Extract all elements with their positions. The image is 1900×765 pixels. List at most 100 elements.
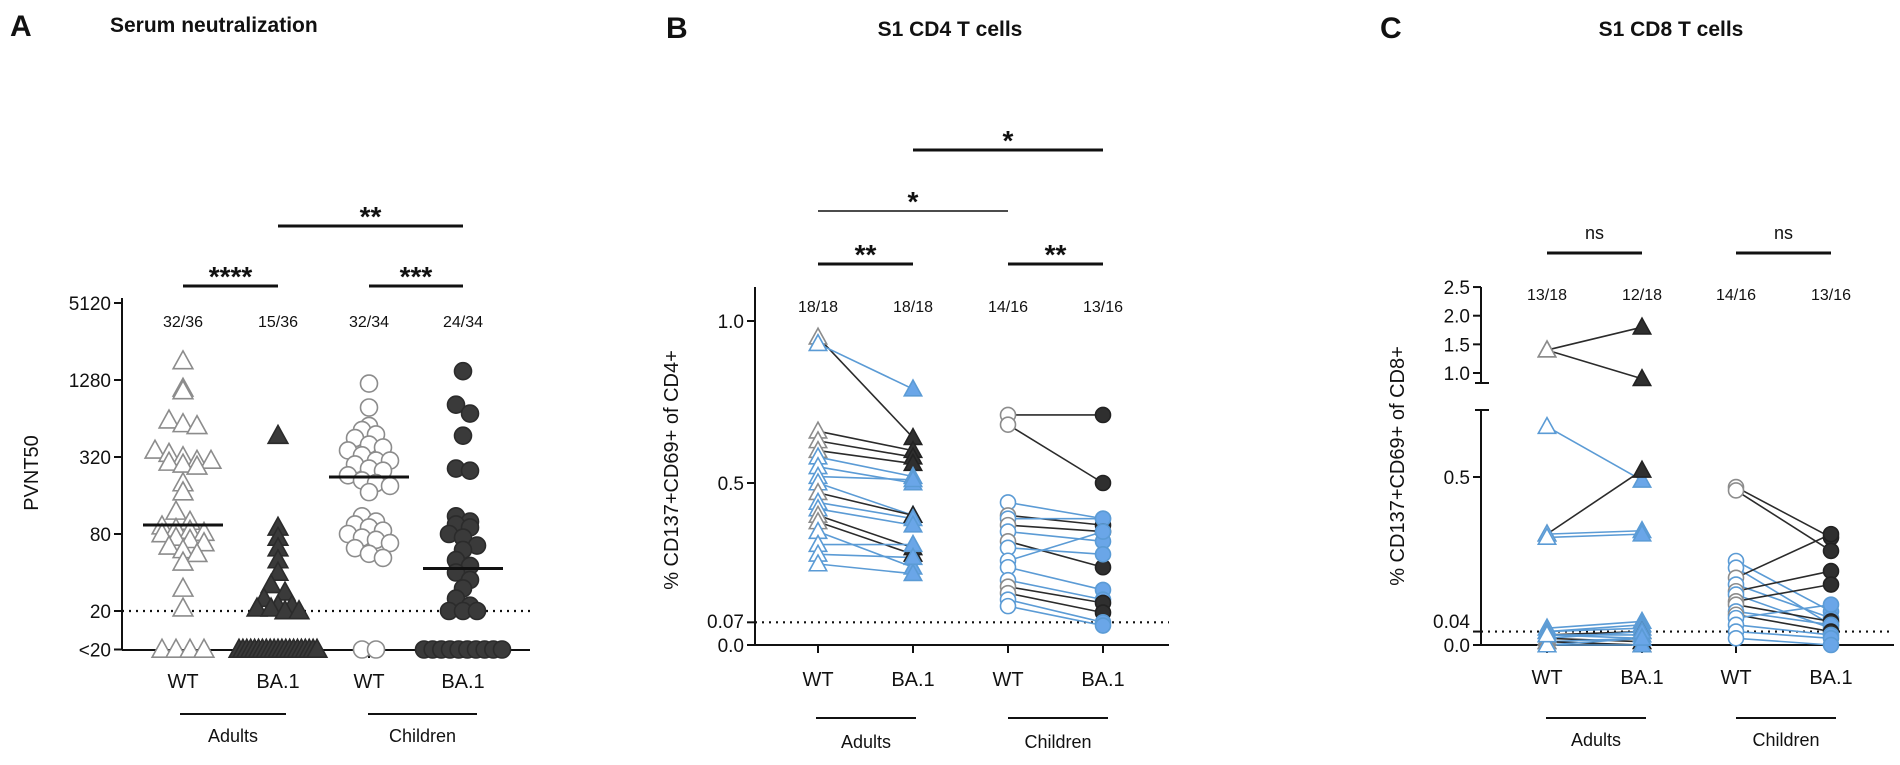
y-tick-label: 0.04 — [1433, 612, 1470, 633]
panel-c-chart: 0.0 0.04 0.5 1.0 1.5 2.0 2.5 WT 13/18 BA.1 12/18 WT… — [1433, 223, 1894, 750]
wt-data-point — [807, 553, 829, 572]
wt-data-point — [1727, 482, 1745, 499]
x-tick-label: BA.1 — [256, 671, 299, 693]
ba1-data-point — [1822, 636, 1840, 654]
wt-data-point — [999, 416, 1017, 433]
paired-connector-line — [1546, 533, 1643, 539]
ba1-data-point — [902, 514, 924, 533]
paired-connector-line — [1007, 579, 1104, 601]
panel-letter-c: C — [1380, 12, 1402, 45]
panel-c-title: S1 CD8 T cells — [1599, 18, 1744, 41]
panel-a-chart: <20 20 80 320 1280 5120 WT 32/36 BA.1 15/36 WT 32/3… — [69, 201, 530, 746]
ba1-data-point — [902, 563, 924, 582]
group-label-adults: Adults — [208, 726, 258, 746]
paired-connector-line — [1735, 613, 1832, 633]
significance-label: ns — [1774, 223, 1793, 243]
y-tick-label: 80 — [90, 525, 111, 546]
data-point — [266, 423, 290, 445]
paired-connector-line — [817, 514, 914, 549]
paired-connector-line — [1735, 624, 1832, 636]
y-tick-label: 20 — [90, 602, 111, 623]
paired-connector-line — [1007, 598, 1104, 624]
ba1-data-point — [1094, 474, 1112, 492]
paired-connector-line — [1735, 567, 1832, 626]
group-label-adults: Adults — [1571, 730, 1621, 750]
group-label-children: Children — [1752, 730, 1819, 750]
data-point — [157, 450, 181, 471]
responder-count-label: 18/18 — [893, 299, 933, 316]
panel-letter-b: B — [666, 12, 688, 45]
data-point — [171, 550, 195, 571]
x-tick-label: WT — [1720, 667, 1751, 689]
data-point — [171, 349, 195, 370]
paired-connector-line — [817, 508, 914, 526]
wt-data-point — [1536, 526, 1558, 546]
data-point — [366, 640, 386, 659]
ba1-data-point — [902, 378, 924, 397]
responder-count-label: 15/36 — [258, 314, 298, 331]
ba1-data-point — [1631, 523, 1653, 542]
data-point — [245, 596, 269, 617]
panel-c-y-axis-label: % CD137+CD69+ of CD8+ — [1387, 346, 1409, 586]
group-label-children: Children — [389, 726, 456, 746]
paired-connector-line — [1546, 630, 1643, 640]
data-point — [287, 599, 311, 620]
y-tick-label: 1.0 — [1444, 364, 1470, 385]
data-point — [453, 426, 473, 445]
data-point — [171, 379, 195, 400]
data-point — [164, 499, 188, 520]
data-point — [373, 548, 393, 568]
panel-a-y-axis-label: PVNT50 — [21, 435, 43, 511]
data-point — [460, 461, 480, 481]
data-point — [359, 482, 379, 502]
paired-connector-line — [817, 491, 914, 517]
data-point — [150, 522, 174, 543]
paired-connector-line — [817, 475, 914, 481]
paired-connector-line — [1735, 533, 1832, 579]
y-tick-label: 1280 — [69, 371, 111, 392]
panel-b-title: S1 CD4 T cells — [878, 18, 1023, 41]
responder-count-label: 24/34 — [443, 314, 483, 331]
panel-letter-a: A — [10, 10, 32, 43]
y-tick-label: 0.5 — [718, 474, 744, 495]
paired-connector-line — [817, 563, 914, 575]
data-point — [492, 640, 512, 659]
paired-connector-line — [1007, 605, 1104, 627]
paired-connector-line — [1007, 530, 1104, 562]
wt-data-point — [1727, 629, 1745, 647]
x-tick-label: BA.1 — [1620, 667, 1663, 689]
x-tick-label: WT — [802, 669, 833, 691]
significance-label: **** — [209, 261, 253, 292]
paired-connector-line — [1735, 603, 1832, 619]
paired-connector-line — [1735, 583, 1832, 619]
responder-count-label: 13/16 — [1083, 299, 1123, 316]
data-point — [380, 476, 400, 496]
paired-connector-line — [1546, 529, 1643, 535]
data-point — [164, 637, 188, 658]
paired-connector-line — [817, 553, 914, 559]
data-point — [266, 560, 290, 581]
paired-connector-line — [1007, 547, 1104, 556]
paired-connector-line — [817, 521, 914, 556]
ba1-data-point — [1822, 525, 1840, 543]
y-tick-label: 0.0 — [718, 636, 744, 657]
paired-connector-line — [1735, 560, 1832, 613]
paired-connector-line — [1546, 634, 1643, 640]
data-point — [143, 438, 167, 459]
panel-b-chart: 0.0 0.07 0.5 1.0 WT 18/18 BA.1 18/18 WT 14/16 BA.1… — [707, 125, 1169, 752]
paired-connector-line — [1007, 514, 1104, 526]
y-tick-label: 2.0 — [1444, 307, 1470, 328]
x-tick-label: WT — [167, 671, 198, 693]
x-tick-label: WT — [992, 669, 1023, 691]
ba1-data-point — [1631, 368, 1653, 387]
data-point — [446, 395, 466, 415]
ba1-data-point — [1822, 542, 1840, 560]
ba1-data-point — [1631, 316, 1653, 335]
responder-count-label: 14/16 — [1716, 287, 1756, 304]
wt-data-point — [1536, 624, 1558, 643]
paired-connector-line — [1735, 603, 1832, 623]
responder-count-label: 12/18 — [1622, 287, 1662, 304]
paired-connector-line — [1735, 570, 1832, 593]
paired-connector-line — [817, 530, 914, 568]
